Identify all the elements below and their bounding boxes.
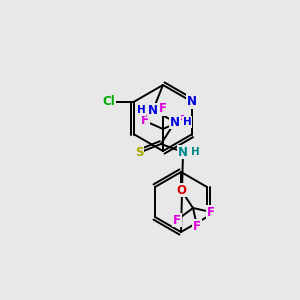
Text: F: F <box>177 115 185 128</box>
Text: S: S <box>135 146 143 158</box>
Text: Cl: Cl <box>102 95 115 108</box>
Text: N: N <box>148 103 158 116</box>
Text: F: F <box>193 220 201 232</box>
Text: N: N <box>170 116 180 128</box>
Text: H: H <box>190 147 200 157</box>
Text: F: F <box>173 214 181 226</box>
Text: F: F <box>207 206 215 218</box>
Text: O: O <box>176 184 186 196</box>
Text: N: N <box>187 95 196 108</box>
Text: H: H <box>136 105 146 115</box>
Text: F: F <box>159 103 167 116</box>
Text: N: N <box>178 146 188 158</box>
Text: F: F <box>141 115 149 128</box>
Text: H: H <box>183 117 191 127</box>
